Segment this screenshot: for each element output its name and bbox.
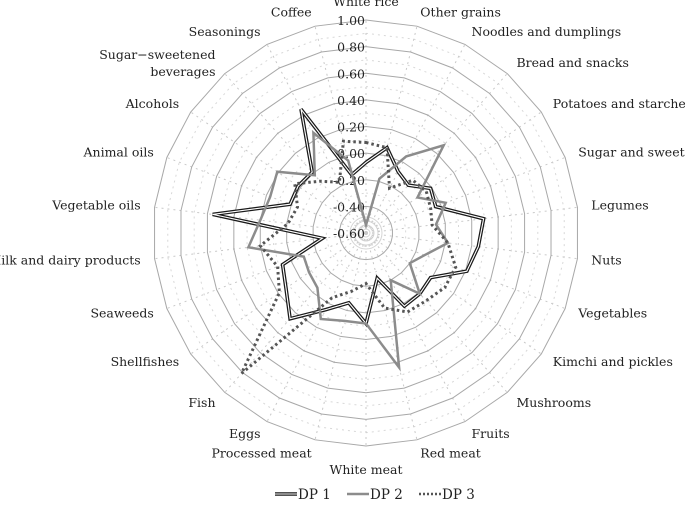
category-label: Red meat (420, 445, 481, 460)
legend: DP 1 DP 2 DP 3 (275, 487, 475, 503)
grid-ring-minor (352, 219, 380, 247)
tick-label: -0.40 (333, 199, 365, 214)
category-label: Other grains (420, 5, 501, 20)
radar-grid (154, 19, 578, 447)
category-label: Noodles and dumplings (472, 24, 622, 39)
tick-label: 0.20 (337, 120, 365, 135)
grid-ring (206, 72, 526, 394)
category-label: Alcohols (125, 96, 180, 111)
data-series (212, 108, 486, 375)
grid-ring (233, 99, 499, 367)
category-label: Milk and dairy products (0, 252, 141, 267)
tick-label: -0.20 (333, 173, 365, 188)
category-label: Nuts (591, 252, 621, 267)
category-labels: White rice Other grains Noodles and dumpli… (0, 0, 685, 477)
category-label: Legumes (591, 198, 648, 213)
category-label: Sugar and sweets (578, 145, 685, 160)
category-label: Seasonings (189, 24, 261, 39)
category-label: Fruits (472, 426, 510, 441)
grid-ring (286, 152, 446, 314)
category-label: Mushrooms (517, 395, 592, 410)
tick-label: 0.80 (337, 40, 365, 55)
radial-tick-labels: 1.000.800.600.400.200.00-0.20-0.40-0.60 (333, 13, 365, 241)
grid-ring (339, 205, 393, 261)
tick-label: 0.60 (337, 66, 365, 81)
category-label: White rice (333, 0, 399, 9)
category-label: White meat (329, 462, 402, 477)
category-label: Eggs (229, 426, 261, 441)
legend-label: DP 3 (442, 487, 475, 503)
category-label: Kimchi and pickles (553, 354, 673, 369)
category-label: Coffee (271, 5, 312, 20)
category-label: Potatoes and starches (553, 96, 685, 111)
grid-ring-minor (246, 112, 486, 354)
grid-center-circle (349, 216, 383, 250)
tick-label: 1.00 (337, 13, 365, 28)
grid-ring (154, 19, 578, 447)
category-label: Processed meat (211, 445, 311, 460)
grid-ring (180, 46, 552, 420)
category-label: Animal oils (83, 145, 154, 160)
category-label: Vegetable oils (51, 198, 140, 213)
category-label: Shellfishes (111, 354, 180, 369)
series-dp3-line (240, 139, 458, 375)
grid-ring-minor (193, 59, 539, 407)
grid-ring (312, 179, 420, 287)
category-label: Vegetables (577, 306, 647, 321)
category-label: Sugar−sweetened beverages (99, 47, 215, 79)
grid-ring-minor (272, 139, 460, 327)
legend-label: DP 1 (298, 487, 331, 503)
tick-label: 0.40 (337, 93, 365, 108)
tick-label: -0.60 (333, 226, 365, 241)
category-label: Bread and snacks (517, 55, 629, 70)
legend-label: DP 2 (370, 487, 403, 503)
category-label: Seaweeds (90, 306, 153, 321)
category-label: Fish (188, 395, 215, 410)
